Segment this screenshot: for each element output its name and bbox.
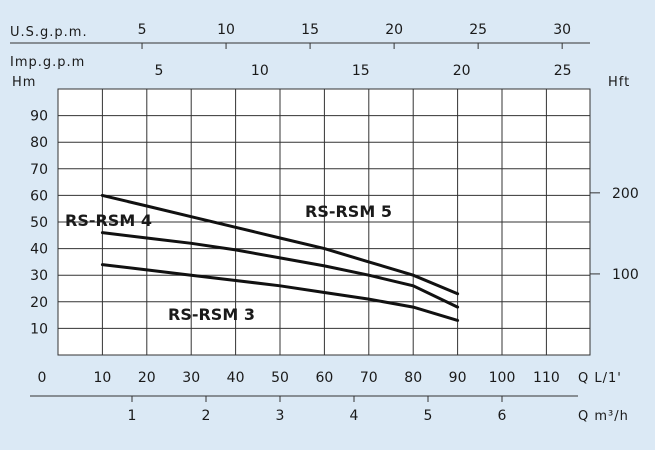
- axes: 10 20 30 40 50 60 70 80 90 Hm 0 10 20 30 40 50 60 70 80 90 1…: [10, 22, 639, 424]
- usgpm-tick-label: 5: [138, 22, 147, 38]
- series-curve-2: [100, 263, 460, 322]
- series-label-2: RS-RSM 3: [168, 305, 255, 324]
- usgpm-tick-label: 20: [385, 22, 403, 38]
- y-tick-label: 80: [30, 135, 48, 151]
- y-tick-label: 50: [30, 215, 48, 231]
- x-tick-label: 100: [489, 370, 516, 386]
- series-label-1: RS-RSM 4: [65, 211, 152, 230]
- hft-tick-label: 200: [612, 186, 639, 202]
- impgpm-tick-label: 10: [251, 63, 269, 79]
- impgpm-tick-label: 20: [453, 63, 471, 79]
- x-tick-label: 50: [271, 370, 289, 386]
- y-tick-label: 40: [30, 242, 48, 258]
- hft-tick-label: 100: [612, 267, 639, 283]
- series-label-0: RS-RSM 5: [305, 202, 392, 221]
- m3h-tick-label: 1: [128, 408, 137, 424]
- x-tick-label: 30: [182, 370, 200, 386]
- usgpm-tick-label: 30: [553, 22, 571, 38]
- series-curve-0: [100, 193, 460, 296]
- y-tick-label: 90: [30, 109, 48, 125]
- x-tick-label: 80: [404, 370, 422, 386]
- curves: [100, 193, 460, 322]
- y-tick-label: 60: [30, 188, 48, 204]
- y-tick-label: 20: [30, 295, 48, 311]
- m3h-tick-label: 5: [424, 408, 433, 424]
- x-axis-unit-label: Q L/1': [578, 371, 622, 386]
- usgpm-tick-label: 10: [217, 22, 235, 38]
- impgpm-tick-label: 15: [352, 63, 370, 79]
- hft-axis-unit-label: Hft: [608, 75, 630, 90]
- x-tick-label: 0: [38, 370, 47, 386]
- y-tick-label: 10: [30, 321, 48, 337]
- usgpm-axis-unit-label: U.S.g.p.m.: [10, 25, 88, 40]
- labels: RS-RSM 5 RS-RSM 4 RS-RSM 3: [65, 202, 392, 324]
- impgpm-tick-label: 25: [554, 63, 572, 79]
- usgpm-tick-label: 15: [301, 22, 319, 38]
- m3h-tick-label: 6: [498, 408, 507, 424]
- impgpm-tick-label: 5: [154, 63, 163, 79]
- y-tick-label: 30: [30, 268, 48, 284]
- y-axis-unit-label: Hm: [12, 75, 36, 90]
- x-tick-label: 60: [315, 370, 333, 386]
- m3h-tick-label: 4: [350, 408, 359, 424]
- impgpm-axis-unit-label: Imp.g.p.m: [10, 55, 85, 70]
- series-curve-1: [100, 231, 460, 309]
- m3h-axis-unit-label: Q m³/h: [578, 409, 629, 424]
- x-tick-label: 40: [227, 370, 245, 386]
- x-tick-label: 70: [360, 370, 378, 386]
- grid: [57, 88, 591, 356]
- y-tick-label: 70: [30, 162, 48, 178]
- x-tick-label: 20: [138, 370, 156, 386]
- x-tick-label: 10: [93, 370, 111, 386]
- m3h-tick-label: 2: [202, 408, 211, 424]
- m3h-tick-label: 3: [276, 408, 285, 424]
- x-tick-label: 110: [533, 370, 560, 386]
- usgpm-tick-label: 25: [469, 22, 487, 38]
- x-tick-label: 90: [449, 370, 467, 386]
